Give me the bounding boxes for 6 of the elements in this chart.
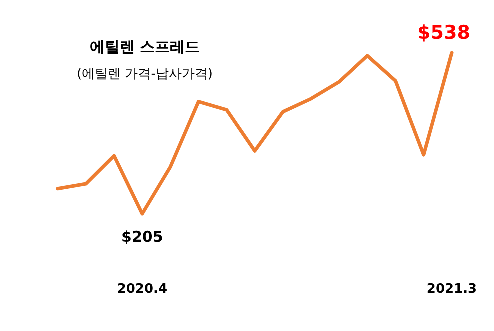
text: (에틸렌 가격-납사가격) [77, 67, 213, 82]
chart-title: 에틸렌 스프레드 [90, 38, 200, 56]
data-label: $205 [122, 228, 164, 246]
data-label: $538 [418, 22, 470, 44]
x-tick-label: 2021.3 [426, 282, 478, 297]
x-tick-label: 2020.4 [117, 282, 168, 297]
